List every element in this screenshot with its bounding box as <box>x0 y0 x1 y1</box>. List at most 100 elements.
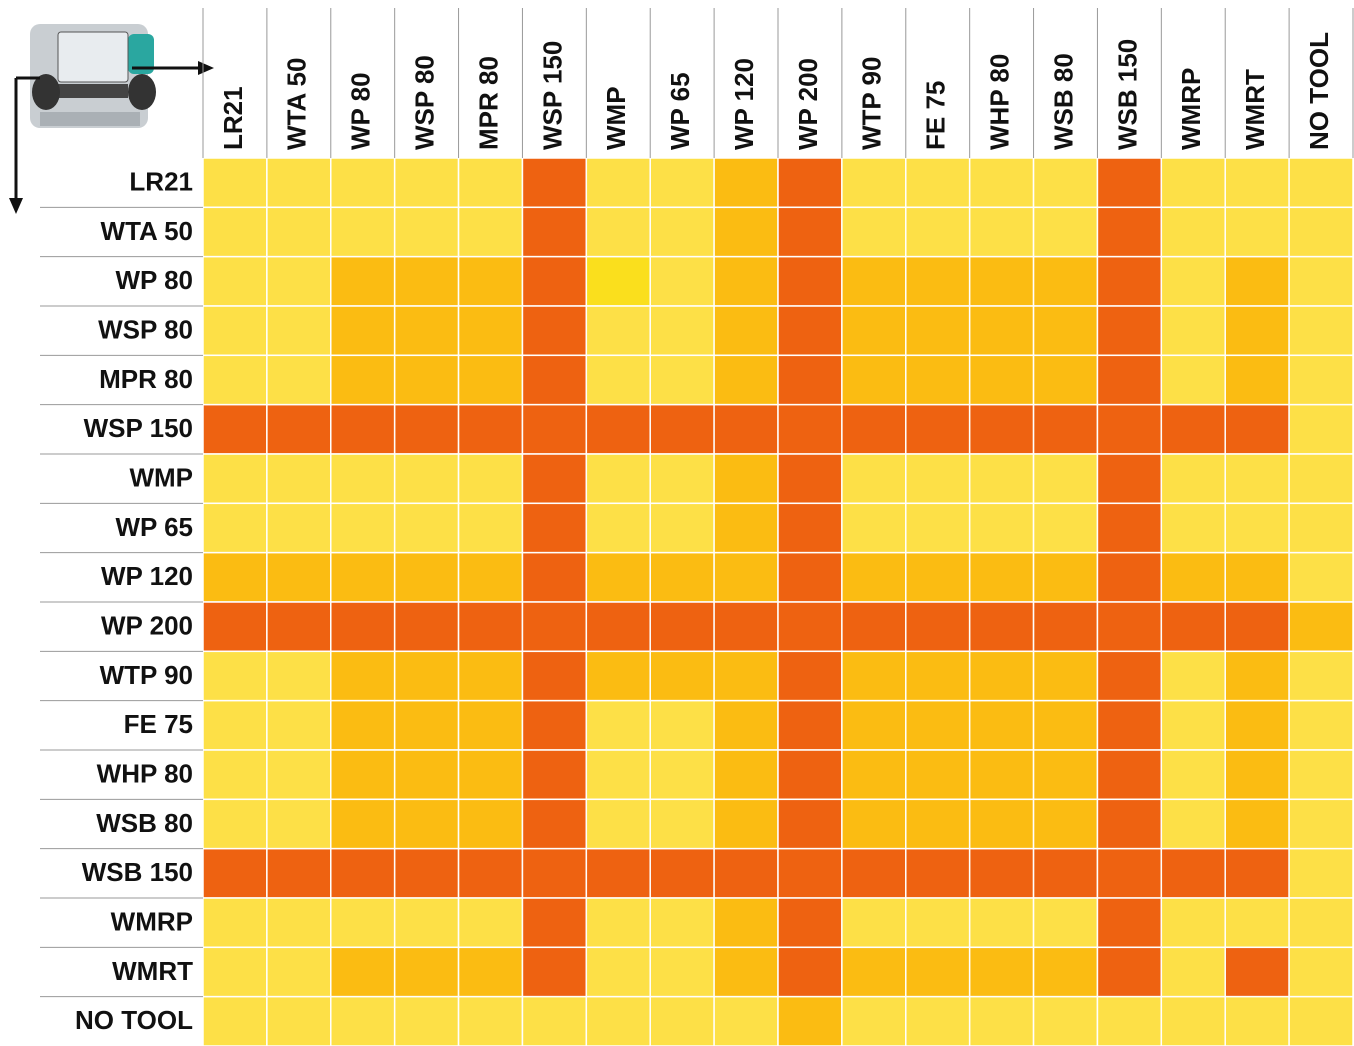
cell <box>1161 355 1225 404</box>
cell <box>586 553 650 602</box>
cell <box>1225 257 1289 306</box>
cell <box>1034 257 1098 306</box>
cell <box>203 750 267 799</box>
cell <box>395 503 459 552</box>
cell <box>1161 602 1225 651</box>
column-header: WSP 80 <box>409 55 439 150</box>
cell <box>267 503 331 552</box>
row-header: FE 75 <box>124 709 193 739</box>
cell <box>1161 454 1225 503</box>
column-header: MPR 80 <box>473 56 503 150</box>
cell <box>1225 306 1289 355</box>
cell <box>970 405 1034 454</box>
cell <box>203 405 267 454</box>
column-header: WP 80 <box>346 72 376 150</box>
cell <box>1225 799 1289 848</box>
cell <box>1161 947 1225 996</box>
cell <box>203 454 267 503</box>
cell <box>1289 701 1353 750</box>
cell <box>267 701 331 750</box>
cell <box>906 454 970 503</box>
cell <box>331 651 395 700</box>
cell <box>395 306 459 355</box>
cell <box>1034 454 1098 503</box>
cell <box>459 405 523 454</box>
cell <box>650 898 714 947</box>
cell <box>1161 849 1225 898</box>
cell <box>1034 503 1098 552</box>
cell <box>1161 405 1225 454</box>
row-header: WTP 90 <box>100 660 193 690</box>
cell <box>1161 306 1225 355</box>
cell <box>1097 158 1161 207</box>
cell <box>650 257 714 306</box>
cell <box>842 997 906 1046</box>
column-header: WMRP <box>1176 68 1206 150</box>
cell <box>778 454 842 503</box>
cell <box>778 701 842 750</box>
cell <box>842 701 906 750</box>
cell <box>459 651 523 700</box>
cell <box>1034 898 1098 947</box>
cell <box>906 503 970 552</box>
cell <box>203 158 267 207</box>
cell <box>395 898 459 947</box>
cell <box>331 553 395 602</box>
cell <box>778 553 842 602</box>
cell <box>970 503 1034 552</box>
cell <box>1034 355 1098 404</box>
cell <box>1097 355 1161 404</box>
cell <box>778 158 842 207</box>
cell <box>1034 602 1098 651</box>
row-header: WP 80 <box>115 265 193 295</box>
cell <box>778 750 842 799</box>
cell <box>842 207 906 256</box>
cell <box>714 405 778 454</box>
row-header: WSB 80 <box>96 808 193 838</box>
cell <box>842 405 906 454</box>
cell <box>586 355 650 404</box>
cell <box>842 898 906 947</box>
cell <box>778 207 842 256</box>
cell <box>1097 503 1161 552</box>
cell <box>778 799 842 848</box>
cell <box>522 553 586 602</box>
cell <box>522 947 586 996</box>
cell <box>1289 503 1353 552</box>
cell <box>906 405 970 454</box>
cell <box>842 503 906 552</box>
cell <box>395 158 459 207</box>
cell <box>842 799 906 848</box>
cell <box>1034 306 1098 355</box>
cell <box>522 651 586 700</box>
cell <box>203 849 267 898</box>
cell <box>331 503 395 552</box>
cell <box>586 602 650 651</box>
cell <box>331 750 395 799</box>
cell <box>1161 750 1225 799</box>
cell <box>331 602 395 651</box>
cell <box>331 898 395 947</box>
cell <box>714 898 778 947</box>
cell <box>522 602 586 651</box>
cell <box>1034 651 1098 700</box>
column-header: WSP 150 <box>537 41 567 150</box>
cell <box>459 355 523 404</box>
column-header: WSB 80 <box>1048 53 1078 150</box>
cell <box>1034 207 1098 256</box>
cell <box>842 602 906 651</box>
column-header: WP 200 <box>793 58 823 150</box>
cell <box>970 898 1034 947</box>
cell <box>970 553 1034 602</box>
cell <box>906 257 970 306</box>
cell <box>586 849 650 898</box>
column-header: FE 75 <box>921 81 951 150</box>
cell <box>1097 997 1161 1046</box>
cell <box>906 306 970 355</box>
cell <box>778 405 842 454</box>
cell <box>714 651 778 700</box>
cell <box>395 701 459 750</box>
cell <box>778 997 842 1046</box>
cell <box>459 553 523 602</box>
cell <box>1161 553 1225 602</box>
